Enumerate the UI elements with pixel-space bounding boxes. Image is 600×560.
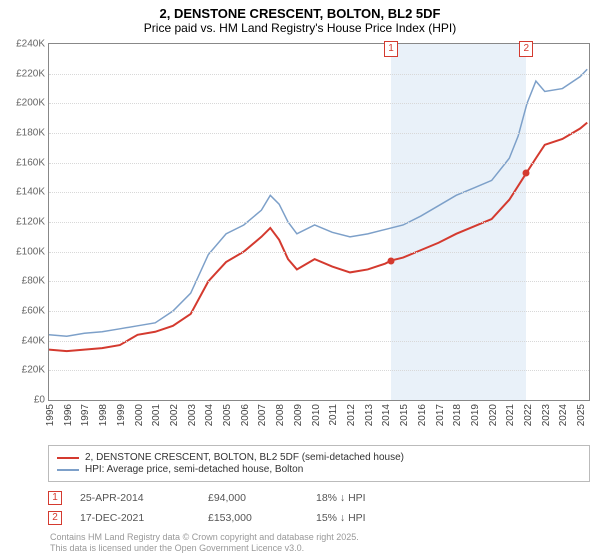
- legend-label: HPI: Average price, semi-detached house,…: [85, 464, 303, 475]
- x-axis-label: 2006: [240, 404, 251, 426]
- x-axis-label: 2008: [275, 404, 286, 426]
- sale-date: 25-APR-2014: [80, 492, 190, 504]
- x-axis-label: 2010: [311, 404, 322, 426]
- gridline: [49, 311, 589, 312]
- x-axis-label: 1999: [116, 404, 127, 426]
- x-axis-label: 2004: [204, 404, 215, 426]
- y-axis-label: £240K: [16, 39, 45, 50]
- plot-region: £0£20K£40K£60K£80K£100K£120K£140K£160K£1…: [49, 44, 589, 400]
- x-axis-label: 1995: [45, 404, 56, 426]
- x-axis-label: 2011: [328, 404, 339, 426]
- y-axis-label: £20K: [22, 365, 45, 376]
- chart-title: 2, DENSTONE CRESCENT, BOLTON, BL2 5DF: [10, 6, 590, 21]
- x-axis-label: 2019: [470, 404, 481, 426]
- chart-subtitle: Price paid vs. HM Land Registry's House …: [10, 21, 590, 35]
- y-axis-label: £160K: [16, 157, 45, 168]
- chart-area: £0£20K£40K£60K£80K£100K£120K£140K£160K£1…: [48, 43, 590, 401]
- title-block: 2, DENSTONE CRESCENT, BOLTON, BL2 5DF Pr…: [0, 0, 600, 37]
- x-axis-label: 2022: [523, 404, 534, 426]
- x-axis-label: 2001: [151, 404, 162, 426]
- x-axis-label: 2024: [558, 404, 569, 426]
- x-axis-label: 2023: [541, 404, 552, 426]
- x-axis-label: 2005: [222, 404, 233, 426]
- y-axis-label: £220K: [16, 68, 45, 79]
- gridline: [49, 103, 589, 104]
- sale-row: 2 17-DEC-2021 £153,000 15% ↓ HPI: [48, 508, 590, 528]
- legend-item: HPI: Average price, semi-detached house,…: [57, 464, 581, 475]
- y-axis-label: £100K: [16, 246, 45, 257]
- y-axis-label: £200K: [16, 98, 45, 109]
- x-axis-label: 2012: [346, 404, 357, 426]
- y-axis-label: £0: [34, 395, 45, 406]
- gridline: [49, 281, 589, 282]
- x-axis-label: 2014: [381, 404, 392, 426]
- y-axis-label: £40K: [22, 335, 45, 346]
- x-axis-label: 2021: [505, 404, 516, 426]
- gridline: [49, 133, 589, 134]
- attribution: Contains HM Land Registry data © Crown c…: [48, 532, 590, 554]
- x-axis-label: 2015: [399, 404, 410, 426]
- sale-row: 1 25-APR-2014 £94,000 18% ↓ HPI: [48, 488, 590, 508]
- x-axis-label: 1996: [63, 404, 74, 426]
- legend: 2, DENSTONE CRESCENT, BOLTON, BL2 5DF (s…: [48, 445, 590, 482]
- legend-swatch: [57, 457, 79, 459]
- gridline: [49, 163, 589, 164]
- y-axis-label: £140K: [16, 187, 45, 198]
- y-axis-label: £60K: [22, 306, 45, 317]
- marker-dot: [388, 257, 395, 264]
- x-axis-label: 2002: [169, 404, 180, 426]
- sale-price: £94,000: [208, 492, 298, 504]
- gridline: [49, 222, 589, 223]
- legend-item: 2, DENSTONE CRESCENT, BOLTON, BL2 5DF (s…: [57, 452, 581, 463]
- legend-swatch: [57, 469, 79, 471]
- gridline: [49, 341, 589, 342]
- chart-container: 2, DENSTONE CRESCENT, BOLTON, BL2 5DF Pr…: [0, 0, 600, 560]
- x-axis-label: 1998: [98, 404, 109, 426]
- x-axis-label: 2016: [417, 404, 428, 426]
- y-axis-label: £80K: [22, 276, 45, 287]
- sale-pct: 18% ↓ HPI: [316, 492, 366, 504]
- sale-marker-box: 1: [48, 491, 62, 505]
- legend-label: 2, DENSTONE CRESCENT, BOLTON, BL2 5DF (s…: [85, 452, 404, 463]
- sale-marker-box: 2: [48, 511, 62, 525]
- gridline: [49, 370, 589, 371]
- sale-date: 17-DEC-2021: [80, 512, 190, 524]
- x-axis-label: 2000: [134, 404, 145, 426]
- sale-price: £153,000: [208, 512, 298, 524]
- sales-table: 1 25-APR-2014 £94,000 18% ↓ HPI 2 17-DEC-2021…: [48, 488, 590, 554]
- y-axis-label: £120K: [16, 217, 45, 228]
- gridline: [49, 252, 589, 253]
- marker-dot: [523, 170, 530, 177]
- sale-pct: 15% ↓ HPI: [316, 512, 366, 524]
- series-price_paid: [49, 123, 587, 351]
- x-axis-label: 2003: [187, 404, 198, 426]
- x-axis-label: 1997: [80, 404, 91, 426]
- x-axis-label: 2009: [293, 404, 304, 426]
- x-axis-label: 2018: [452, 404, 463, 426]
- y-axis-label: £180K: [16, 128, 45, 139]
- gridline: [49, 74, 589, 75]
- x-axis-label: 2007: [257, 404, 268, 426]
- marker-label: 1: [384, 41, 398, 57]
- x-axis-label: 2020: [488, 404, 499, 426]
- x-axis-label: 2025: [576, 404, 587, 426]
- gridline: [49, 192, 589, 193]
- x-axis-label: 2017: [435, 404, 446, 426]
- marker-label: 2: [519, 41, 533, 57]
- x-axis-label: 2013: [364, 404, 375, 426]
